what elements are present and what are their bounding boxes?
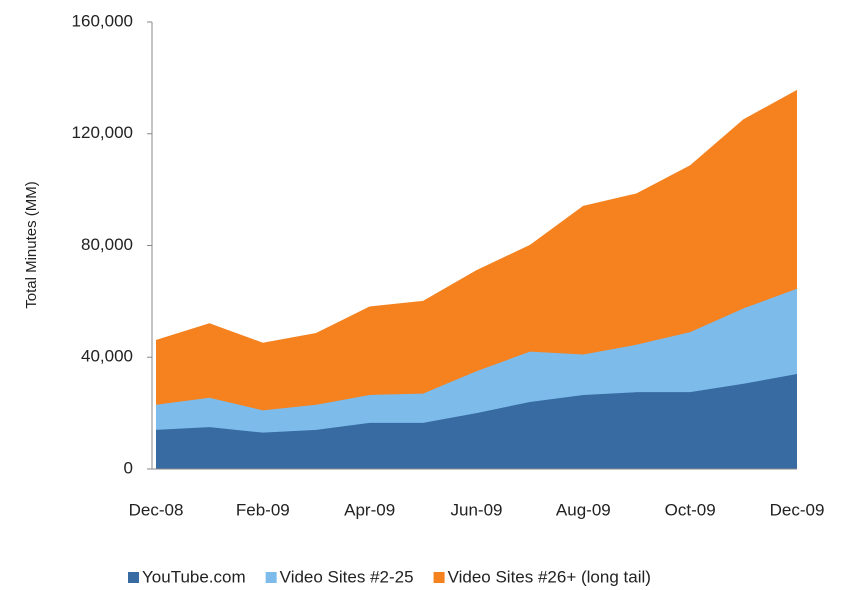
legend-swatch (128, 572, 139, 583)
legend-label: YouTube.com (142, 567, 246, 586)
y-tick-label: 120,000 (72, 123, 133, 142)
x-tick-label: Oct-09 (665, 500, 716, 519)
legend-swatch (433, 572, 445, 583)
legend-swatch (265, 572, 277, 583)
y-tick-label: 0 (124, 458, 133, 477)
area-fill (156, 90, 797, 411)
x-tick-label: Feb-09 (236, 500, 290, 519)
legend-label: Video Sites #2-25 (280, 567, 414, 586)
x-tick-label: Apr-09 (344, 500, 395, 519)
legend-label: Video Sites #26+ (long tail) (448, 567, 651, 586)
x-tick-label: Jun-09 (451, 500, 503, 519)
y-tick-label: 160,000 (72, 11, 133, 30)
y-axis-label: Total Minutes (MM) (23, 181, 40, 309)
x-tick-label: Aug-09 (556, 500, 611, 519)
area-fill (156, 374, 797, 469)
area-fill (156, 288, 797, 433)
y-tick-label: 40,000 (81, 347, 133, 366)
x-tick-label: Dec-09 (770, 500, 825, 519)
y-tick-label: 80,000 (81, 235, 133, 254)
area-edge (155, 90, 798, 344)
x-tick-label: Dec-08 (129, 500, 184, 519)
